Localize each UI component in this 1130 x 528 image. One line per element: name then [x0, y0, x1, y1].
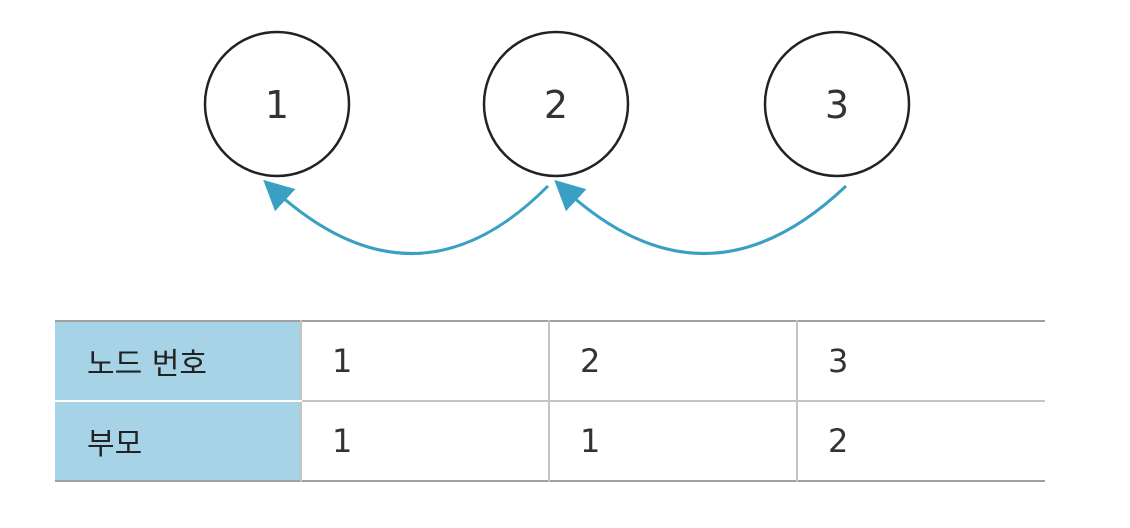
- node-2-label: 2: [544, 83, 568, 127]
- table-row-node-number: 노드 번호 1 2 3: [55, 321, 1045, 402]
- table-cell: 1: [548, 401, 797, 481]
- table-cell: 1: [300, 401, 549, 481]
- parent-table: 노드 번호 1 2 3 부모 1 1 2: [55, 320, 1045, 482]
- row-header-node-number: 노드 번호: [55, 321, 301, 402]
- table-cell: 1: [300, 321, 549, 402]
- table-row-parent: 부모 1 1 2: [55, 401, 1045, 481]
- edge-3-to-2-arrow: [554, 179, 848, 255]
- row-header-parent: 부모: [55, 401, 301, 481]
- union-find-diagram: 1 2 3: [203, 30, 911, 255]
- edge-2-to-1-arrow: [263, 179, 550, 255]
- node-3: 3: [763, 30, 911, 178]
- node-2: 2: [482, 30, 630, 178]
- table-cell: 2: [796, 401, 1045, 481]
- table-cell: 3: [796, 321, 1045, 402]
- node-1: 1: [203, 30, 351, 178]
- node-3-label: 3: [825, 83, 849, 127]
- table-cell: 2: [548, 321, 797, 402]
- node-1-label: 1: [265, 83, 289, 127]
